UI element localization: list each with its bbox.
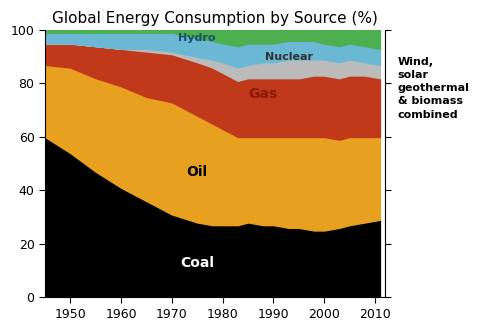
Text: Hydro: Hydro	[178, 33, 216, 43]
Text: Gas: Gas	[248, 87, 278, 101]
Text: Wind,
solar
geothermal
& biomass
combined: Wind, solar geothermal & biomass combine…	[398, 57, 469, 120]
Text: Coal: Coal	[180, 256, 214, 270]
Title: Global Energy Consumption by Source (%): Global Energy Consumption by Source (%)	[52, 11, 378, 26]
Text: Nuclear: Nuclear	[264, 52, 312, 62]
Text: Oil: Oil	[186, 165, 208, 179]
